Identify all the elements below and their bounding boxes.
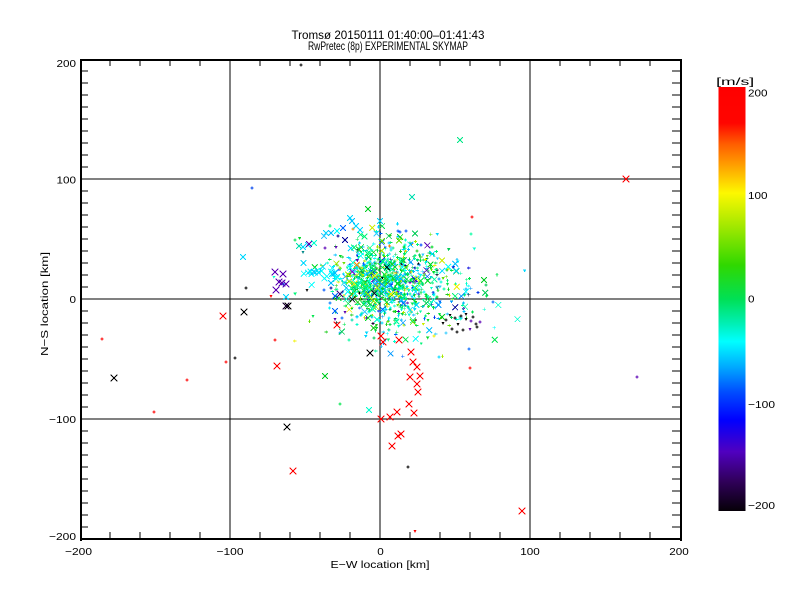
svg-text:−200: −200: [49, 531, 76, 543]
svg-text:−100: −100: [748, 399, 775, 411]
svg-text:200: 200: [57, 58, 77, 70]
svg-text:E−W location [km]: E−W location [km]: [331, 559, 430, 571]
svg-text:−100: −100: [49, 414, 76, 426]
svg-text:[m/s]: [m/s]: [716, 76, 754, 88]
svg-text:200: 200: [669, 546, 689, 558]
svg-text:−200: −200: [65, 546, 92, 558]
svg-text:200: 200: [748, 88, 768, 100]
svg-text:−100: −100: [217, 546, 244, 558]
svg-text:100: 100: [520, 546, 540, 558]
svg-text:100: 100: [57, 175, 77, 187]
svg-text:100: 100: [748, 190, 768, 202]
svg-text:0: 0: [377, 546, 384, 558]
svg-text:RwPretec (8p) EXPERIMENTAL SKY: RwPretec (8p) EXPERIMENTAL SKYMAP: [308, 39, 468, 53]
svg-text:Tromsø 20150111 01:40:00–01:41: Tromsø 20150111 01:40:00–01:41:43: [292, 28, 485, 42]
svg-text:0: 0: [748, 294, 755, 306]
svg-text:0: 0: [70, 294, 77, 306]
svg-text:−200: −200: [748, 500, 775, 512]
svg-text:N−S location [km]: N−S location [km]: [39, 252, 51, 356]
